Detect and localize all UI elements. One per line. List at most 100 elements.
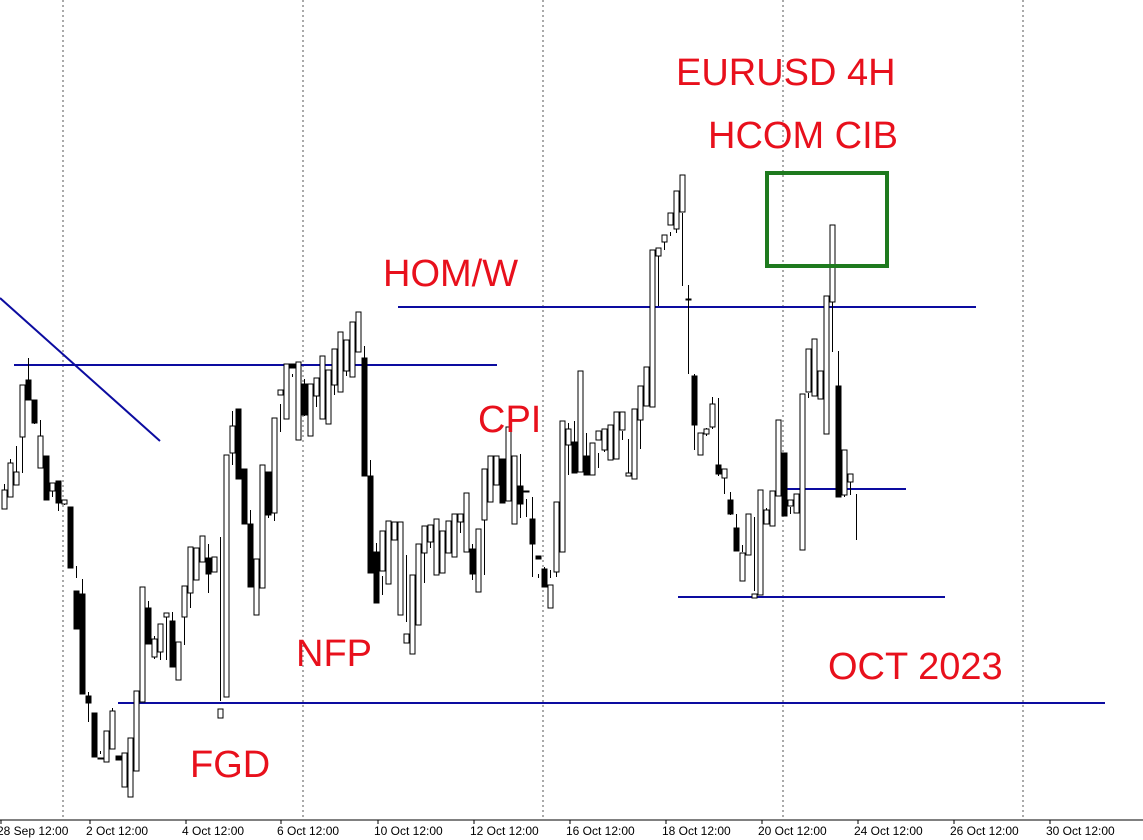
- candle: [457, 513, 464, 533]
- candle-body: [409, 574, 416, 655]
- candle-body: [331, 348, 338, 386]
- candle: [625, 439, 632, 477]
- candle-body: [433, 518, 440, 576]
- candle: [397, 521, 404, 616]
- candle: [721, 468, 728, 494]
- candle: [685, 285, 692, 374]
- candle-body: [355, 311, 362, 353]
- candle-body: [727, 499, 734, 515]
- candle-body: [841, 449, 848, 496]
- candle-body: [25, 379, 32, 401]
- candle-body: [169, 620, 176, 668]
- candle: [433, 518, 440, 576]
- candle-body: [343, 339, 350, 372]
- candle: [583, 433, 590, 476]
- candle-body: [175, 641, 182, 681]
- candle: [541, 567, 548, 588]
- candle-body: [589, 442, 596, 476]
- candle-body: [595, 430, 602, 441]
- candle: [91, 712, 98, 758]
- candle: [469, 544, 476, 580]
- candle-body: [613, 411, 620, 460]
- candle: [205, 544, 212, 593]
- x-tick-label: 6 Oct 12:00: [277, 824, 339, 838]
- candle-body: [109, 710, 116, 750]
- candle-body: [685, 298, 692, 301]
- x-tick-label: 12 Oct 12:00: [470, 824, 539, 838]
- candle: [769, 490, 776, 527]
- candle: [733, 514, 740, 552]
- candle: [259, 464, 266, 589]
- candle: [253, 558, 260, 616]
- candle: [121, 752, 128, 788]
- candle-body: [793, 493, 800, 514]
- candle-body: [577, 370, 584, 473]
- candle: [187, 546, 194, 608]
- candle-body: [547, 584, 554, 609]
- candle-body: [553, 501, 560, 573]
- candle: [169, 612, 176, 668]
- candle-body: [631, 408, 638, 480]
- candle-body: [757, 489, 764, 596]
- candle-body: [787, 499, 794, 507]
- candle: [619, 411, 626, 440]
- chart-title: EURUSD 4H: [676, 52, 896, 94]
- candle: [349, 321, 356, 378]
- candle: [343, 339, 350, 376]
- candle-body: [301, 383, 308, 416]
- candle: [589, 442, 596, 476]
- x-tick-label: 30 Oct 12:00: [1046, 824, 1115, 838]
- candle-body: [313, 377, 320, 397]
- candle-body: [403, 633, 410, 644]
- candle: [289, 363, 296, 377]
- candle: [673, 190, 680, 233]
- x-tick-label: 4 Oct 12:00: [182, 824, 244, 838]
- candle: [829, 224, 836, 352]
- candle-body: [295, 361, 302, 441]
- candle: [553, 501, 560, 577]
- candle-body: [229, 425, 236, 454]
- candle: [313, 377, 320, 407]
- candle: [247, 510, 254, 588]
- candle: [211, 556, 218, 573]
- candle-body: [97, 757, 104, 760]
- candle: [463, 492, 470, 553]
- candle-body: [145, 607, 152, 645]
- annotation-cpi: CPI: [478, 399, 541, 441]
- candle-body: [271, 417, 278, 514]
- candle-body: [505, 426, 512, 502]
- candle: [775, 419, 782, 497]
- candle: [295, 361, 302, 441]
- candle: [337, 331, 344, 393]
- candle: [703, 428, 710, 436]
- candle-body: [619, 411, 626, 431]
- candle-body: [157, 623, 164, 653]
- candle-body: [583, 455, 590, 476]
- candle-body: [469, 548, 476, 575]
- candle-body: [253, 558, 260, 616]
- candle: [751, 517, 758, 599]
- candle-body: [679, 174, 686, 213]
- candle-body: [49, 482, 56, 492]
- candle-body: [427, 524, 434, 543]
- candle: [157, 623, 164, 660]
- candle: [481, 468, 488, 575]
- candle-body: [43, 455, 50, 501]
- candle: [379, 530, 386, 595]
- candle-body: [67, 506, 74, 569]
- candle: [181, 585, 188, 645]
- candle-body: [13, 471, 20, 486]
- candle-body: [691, 375, 698, 426]
- candle-body: [415, 543, 422, 626]
- candle-body: [559, 420, 566, 553]
- candle: [301, 379, 308, 416]
- candle: [643, 366, 650, 407]
- candle-body: [517, 485, 524, 505]
- x-tick-label: 18 Oct 12:00: [662, 824, 731, 838]
- candle-body: [223, 454, 230, 698]
- candle-body: [421, 525, 428, 554]
- candle-body: [775, 419, 782, 497]
- candle-body: [235, 408, 242, 480]
- candle-body: [445, 520, 452, 554]
- candle-body: [265, 471, 272, 516]
